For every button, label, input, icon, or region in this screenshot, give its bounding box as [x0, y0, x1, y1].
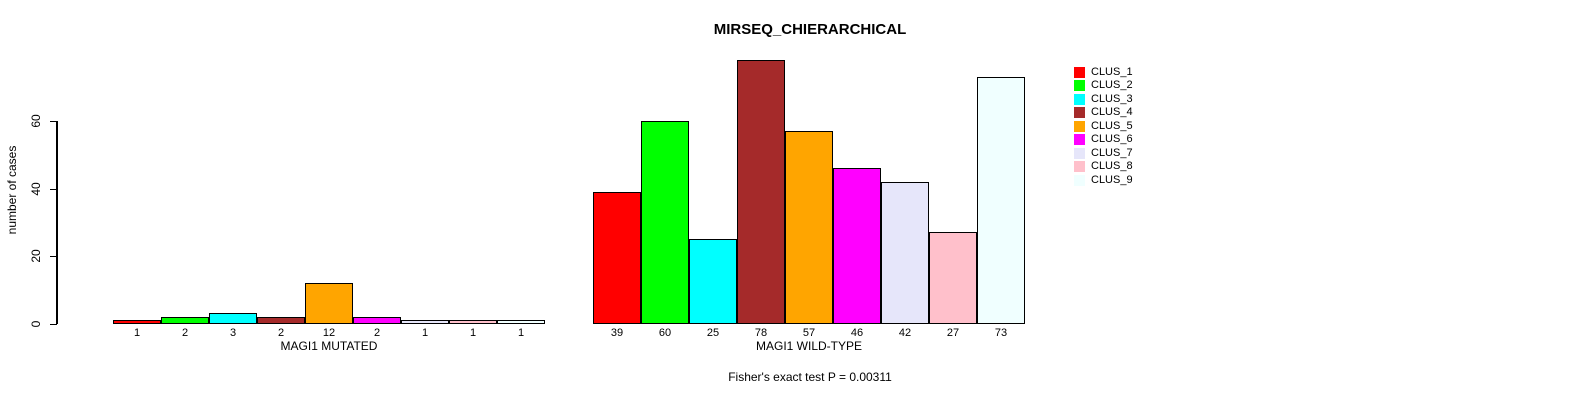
bar-value-label: 1: [517, 326, 525, 339]
y-axis-tick: [50, 323, 57, 325]
chart-title: MIRSEQ_CHIERARCHICAL: [713, 21, 907, 38]
y-axis-tick-label: 0: [29, 320, 43, 327]
legend-item: CLUS_6: [1074, 133, 1133, 147]
bar-value-label: 78: [754, 326, 768, 339]
legend-label: CLUS_2: [1091, 79, 1133, 91]
legend-swatch: [1074, 80, 1085, 92]
legend-item: CLUS_7: [1074, 147, 1133, 161]
legend-swatch: [1074, 120, 1085, 132]
bar-value-label: 1: [469, 326, 477, 339]
bar-clus_5: [785, 131, 833, 324]
bar-clus_8: [929, 232, 977, 324]
bar-value-label: 60: [658, 326, 672, 339]
bar-clus_2: [161, 316, 209, 324]
legend-item: CLUS_8: [1074, 160, 1133, 174]
bar-clus_9: [497, 320, 545, 324]
legend: CLUS_1 CLUS_2 CLUS_3 CLUS_4 CLUS_5 CLUS_6 CLUS…: [1074, 66, 1133, 188]
y-axis-line: [56, 121, 58, 324]
legend-label: CLUS_1: [1091, 65, 1133, 78]
bar-value-label: 2: [277, 326, 285, 339]
legend-swatch: [1074, 174, 1085, 186]
bar-value-label: 12: [322, 326, 336, 339]
bar-clus_1: [113, 320, 161, 324]
bar-clus_7: [881, 181, 929, 324]
bar-value-label: 2: [181, 326, 189, 339]
x-axis-label-wildtype: MAGI1 WILD-TYPE: [755, 339, 863, 353]
bar-clus_3: [689, 239, 737, 324]
bar-clus_6: [353, 316, 401, 324]
bar-clus_7: [401, 320, 449, 324]
bar-clus_8: [449, 320, 497, 324]
legend-label: CLUS_9: [1091, 173, 1133, 186]
x-axis-label-mutated: MAGI1 MUTATED: [280, 339, 378, 353]
legend-label: CLUS_7: [1091, 146, 1133, 159]
legend-item: CLUS_4: [1074, 106, 1133, 120]
legend-swatch: [1074, 161, 1085, 173]
fisher-test-caption: Fisher's exact test P = 0.00311: [728, 370, 892, 384]
bar-clus_3: [209, 313, 257, 324]
legend-label: CLUS_6: [1091, 133, 1133, 145]
bar-value-label: 1: [421, 326, 429, 339]
bar-value-label: 1: [133, 326, 141, 339]
legend-swatch: [1074, 134, 1085, 146]
legend-item: CLUS_9: [1074, 174, 1133, 188]
legend-swatch: [1074, 93, 1085, 105]
bar-value-label: 39: [610, 326, 624, 339]
bar-value-label: 46: [850, 326, 864, 339]
y-axis-tick: [50, 188, 57, 190]
bar-clus_4: [737, 60, 785, 324]
legend-item: CLUS_1: [1074, 66, 1133, 80]
bar-value-label: 57: [802, 326, 816, 339]
bar-value-label: 2: [373, 326, 381, 339]
bar-value-label: 42: [898, 326, 912, 339]
y-axis-tick-label: 20: [29, 249, 43, 263]
y-axis-tick-label: 40: [29, 181, 43, 196]
bar-value-label: 25: [706, 326, 720, 339]
legend-item: CLUS_5: [1074, 120, 1133, 134]
bar-clus_6: [833, 168, 881, 324]
legend-label: CLUS_5: [1091, 119, 1133, 132]
y-axis-label: number of cases: [5, 145, 19, 235]
legend-swatch: [1074, 66, 1085, 78]
legend-label: CLUS_4: [1091, 106, 1133, 118]
legend-swatch: [1074, 147, 1085, 159]
y-axis-tick: [50, 256, 57, 258]
bar-value-label: 27: [946, 326, 960, 339]
legend-label: CLUS_8: [1091, 160, 1133, 172]
legend-label: CLUS_3: [1091, 92, 1133, 105]
y-axis-tick: [50, 121, 57, 123]
bar-clus_1: [593, 191, 641, 324]
bar-clus_2: [641, 121, 689, 324]
legend-item: CLUS_3: [1074, 93, 1133, 107]
bar-clus_9: [977, 77, 1025, 324]
bar-value-label: 73: [994, 326, 1008, 339]
bar-clus_4: [257, 316, 305, 324]
bar-clus_5: [305, 283, 353, 324]
legend-item: CLUS_2: [1074, 79, 1133, 93]
y-axis-tick-label: 60: [29, 114, 43, 128]
legend-swatch: [1074, 107, 1085, 119]
bar-value-label: 3: [229, 326, 237, 339]
